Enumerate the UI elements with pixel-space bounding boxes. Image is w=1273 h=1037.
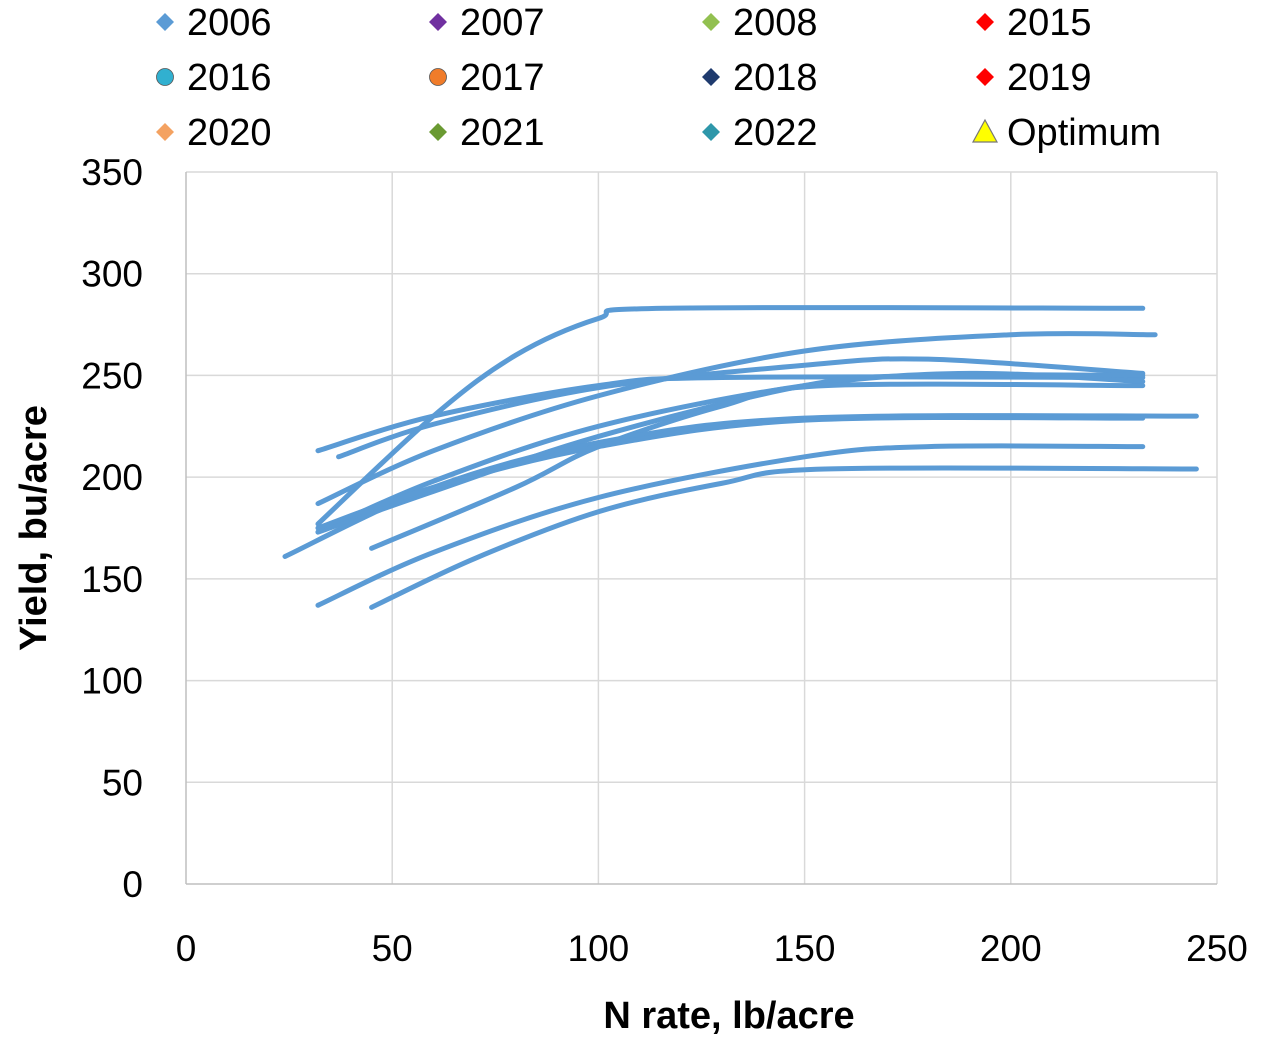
series-group — [282, 305, 1199, 610]
x-tick-label: 100 — [568, 928, 630, 969]
legend-marker-diamond — [702, 13, 720, 31]
axes: 0 50 100 150 200 250 300 350 0 50 100 150 200 250 — [81, 152, 1248, 969]
y-tick-label: 150 — [81, 559, 143, 600]
legend-item-2016: 2016 — [156, 57, 272, 99]
y-axis-label: Yield, bu/acre — [13, 405, 55, 651]
x-tick-label: 0 — [176, 928, 197, 969]
legend-label: 2017 — [460, 57, 545, 99]
legend-marker-diamond — [156, 13, 174, 31]
legend-label: 2008 — [733, 2, 818, 44]
legend-item-2020: 2020 — [156, 112, 272, 154]
legend-item-2021: 2021 — [429, 112, 545, 154]
series-line-9 — [315, 414, 1146, 531]
legend-marker-diamond — [702, 68, 720, 86]
series-line-1 — [315, 305, 1146, 527]
legend-marker-diamond — [702, 123, 720, 141]
legend-marker-diamond — [429, 123, 447, 141]
series-line-10 — [315, 443, 1146, 608]
legend-marker-diamond — [156, 123, 174, 141]
legend-item-2008: 2008 — [702, 2, 818, 44]
legend-marker-diamond — [976, 13, 994, 31]
legend-marker-diamond — [429, 13, 447, 31]
legend-item-2015: 2015 — [976, 2, 1092, 44]
legend-item-2006: 2006 — [156, 2, 272, 44]
legend-label: 2018 — [733, 57, 818, 99]
series-line-5 — [315, 370, 1146, 535]
y-tick-label: 100 — [81, 661, 143, 702]
series-line-11 — [369, 465, 1199, 610]
legend-marker-triangle — [971, 118, 999, 143]
legend: 2006 2007 2008 2015 2016 2017 2018 2019 2020 2021… — [156, 2, 1161, 154]
legend-item-2017: 2017 — [429, 57, 545, 99]
legend-item-2007: 2007 — [429, 2, 545, 44]
legend-item-2018: 2018 — [702, 57, 818, 99]
y-tick-label: 0 — [122, 864, 143, 905]
legend-label: 2007 — [460, 2, 545, 44]
legend-marker-circle — [429, 68, 447, 86]
x-tick-label: 50 — [372, 928, 413, 969]
x-tick-label: 150 — [774, 928, 836, 969]
x-tick-label: 200 — [980, 928, 1042, 969]
y-tick-label: 200 — [81, 457, 143, 498]
legend-label: 2020 — [187, 112, 272, 154]
legend-label: 2016 — [187, 57, 272, 99]
legend-item-2019: 2019 — [976, 57, 1092, 99]
y-tick-label: 300 — [81, 254, 143, 295]
y-tick-label: 350 — [81, 152, 143, 193]
legend-marker-diamond — [976, 68, 994, 86]
series-line-3 — [336, 356, 1146, 460]
legend-label: Optimum — [1007, 112, 1161, 154]
legend-label: 2022 — [733, 112, 818, 154]
legend-label: 2015 — [1007, 2, 1092, 44]
series-line-7 — [369, 381, 1146, 551]
legend-label: 2006 — [187, 2, 272, 44]
y-tick-label: 250 — [81, 355, 143, 396]
legend-label: 2021 — [460, 112, 545, 154]
y-tick-label: 50 — [102, 762, 143, 803]
series-line-2 — [315, 331, 1158, 507]
x-tick-label: 250 — [1186, 928, 1248, 969]
legend-marker-circle — [156, 68, 174, 86]
legend-label: 2019 — [1007, 57, 1092, 99]
legend-item-2022: 2022 — [702, 112, 818, 154]
legend-item-optimum: Optimum — [971, 112, 1161, 154]
x-axis-label: N rate, lb/acre — [603, 995, 854, 1037]
